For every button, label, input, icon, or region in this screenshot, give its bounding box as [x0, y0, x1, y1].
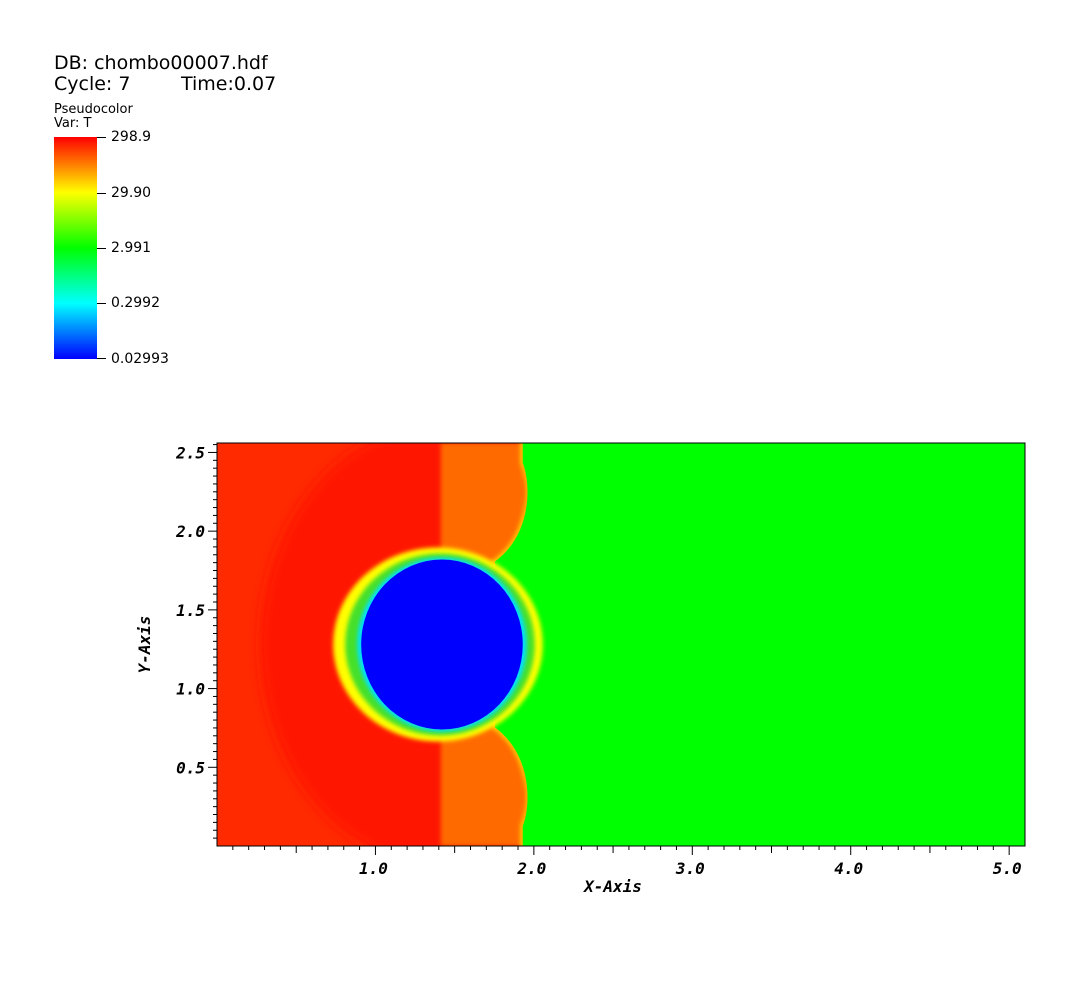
plot-axes: 1.0 2.0 3.0 4.0 5.0 0.5 1.0 1.5 2.0 2.5 X-Axis Y-Ax…	[135, 442, 1026, 896]
legend-plot-type: Pseudocolor	[54, 102, 133, 117]
x-axis-title: X-Axis	[582, 877, 642, 896]
cycle-label: Cycle: 7	[54, 73, 131, 95]
x-tick-label: 1.0	[359, 859, 388, 878]
y-tick-label: 0.5	[176, 758, 205, 777]
legend-variable: Var: T	[54, 116, 92, 131]
y-tick-label: 2.5	[175, 443, 205, 462]
colorbar	[54, 137, 97, 359]
y-tick-label: 1.5	[176, 601, 205, 620]
temperature-field	[217, 443, 1025, 846]
time-label: Time:0.07	[181, 73, 277, 95]
x-tick-label: 3.0	[675, 859, 705, 878]
colorbar-label-2: 29.90	[111, 185, 152, 201]
y-tick-label: 2.0	[175, 522, 205, 541]
x-tick-label: 2.0	[516, 859, 546, 878]
colorbar-tick	[97, 248, 106, 249]
colorbar-label-3: 2.991	[111, 240, 152, 256]
x-tick-label: 4.0	[834, 859, 863, 878]
bubble-core	[361, 559, 523, 730]
colorbar-label-4: 0.2992	[111, 295, 160, 311]
y-tick-label: 1.0	[176, 680, 205, 699]
colorbar-tick	[97, 303, 106, 304]
colorbar-label-min: 0.02993	[111, 351, 169, 367]
colorbar-tick	[97, 137, 106, 138]
colorbar-tick	[97, 193, 106, 194]
cycle-time-line: Cycle: 7 Time:0.07	[54, 73, 276, 95]
x-tick-label: 5.0	[993, 859, 1022, 878]
plot-frame	[216, 442, 1026, 847]
downstream-region	[494, 443, 1025, 846]
database-label: DB: chombo00007.hdf	[54, 52, 268, 74]
colorbar-label-max: 298.9	[111, 129, 152, 145]
colorbar-tick	[97, 358, 106, 359]
y-axis-title: Y-Axis	[135, 616, 154, 674]
